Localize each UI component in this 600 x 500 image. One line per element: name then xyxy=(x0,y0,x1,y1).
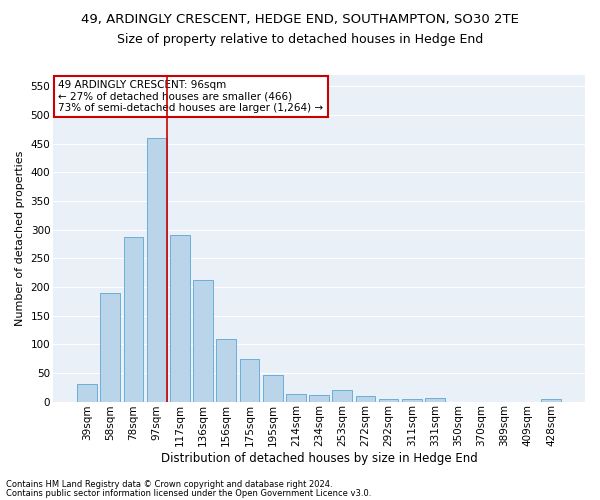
Bar xyxy=(356,396,375,402)
Text: Contains public sector information licensed under the Open Government Licence v3: Contains public sector information licen… xyxy=(6,489,371,498)
Bar xyxy=(286,394,306,402)
Text: 49 ARDINGLY CRESCENT: 96sqm
← 27% of detached houses are smaller (466)
73% of se: 49 ARDINGLY CRESCENT: 96sqm ← 27% of det… xyxy=(58,80,323,113)
Bar xyxy=(100,292,120,402)
Text: Size of property relative to detached houses in Hedge End: Size of property relative to detached ho… xyxy=(117,32,483,46)
Bar xyxy=(217,339,236,402)
X-axis label: Distribution of detached houses by size in Hedge End: Distribution of detached houses by size … xyxy=(161,452,478,465)
Bar xyxy=(263,375,283,402)
Bar xyxy=(309,395,329,402)
Bar xyxy=(170,235,190,402)
Text: Contains HM Land Registry data © Crown copyright and database right 2024.: Contains HM Land Registry data © Crown c… xyxy=(6,480,332,489)
Bar xyxy=(402,398,422,402)
Bar xyxy=(332,390,352,402)
Bar xyxy=(77,384,97,402)
Bar xyxy=(541,398,561,402)
Bar xyxy=(147,138,167,402)
Bar xyxy=(379,398,398,402)
Bar xyxy=(124,237,143,402)
Bar xyxy=(193,280,213,402)
Y-axis label: Number of detached properties: Number of detached properties xyxy=(15,150,25,326)
Text: 49, ARDINGLY CRESCENT, HEDGE END, SOUTHAMPTON, SO30 2TE: 49, ARDINGLY CRESCENT, HEDGE END, SOUTHA… xyxy=(81,12,519,26)
Bar xyxy=(425,398,445,402)
Bar xyxy=(239,359,259,402)
